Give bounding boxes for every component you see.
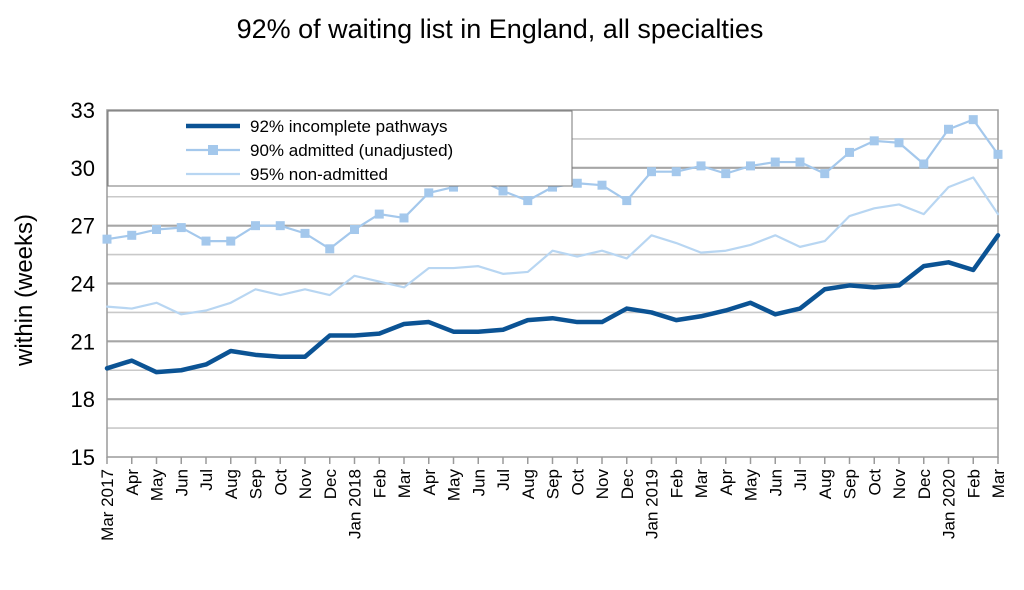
x-tick-label: Feb [370, 469, 389, 498]
data-point-marker [993, 149, 1003, 159]
series-line [104, 233, 1001, 375]
x-tick-label: Jun [469, 469, 488, 496]
data-point-marker [597, 180, 607, 190]
x-tick-label: Sep [247, 469, 266, 499]
data-point-marker [795, 157, 805, 167]
x-tick-labels: Mar 2017 Apr May Jun Jul Aug Sep Oct Nov Dec Jan 2… [98, 457, 1008, 541]
y-tick-label: 15 [71, 445, 95, 470]
x-tick-label: Oct [568, 469, 587, 496]
x-tick-label: Jun [172, 469, 191, 496]
x-tick-label: Apr [420, 469, 439, 496]
data-point-marker [869, 136, 879, 146]
data-point-marker [721, 169, 731, 179]
data-point-marker [498, 186, 508, 196]
data-point-marker [201, 236, 211, 246]
data-point-marker [102, 234, 112, 244]
data-point-marker [548, 182, 557, 192]
data-point-marker [325, 244, 335, 254]
data-point-marker [176, 223, 186, 233]
x-tick-label: Dec [321, 469, 340, 500]
legend-label: 90% admitted (unadjusted) [250, 141, 453, 160]
x-tick-label: Mar [989, 469, 1008, 499]
x-tick-label: Jan 2019 [643, 469, 662, 539]
x-tick-label: Feb [964, 469, 983, 498]
data-point-marker [275, 221, 285, 231]
data-point-marker [350, 225, 359, 235]
legend-label: 92% incomplete pathways [250, 117, 448, 136]
data-point-marker [820, 169, 830, 179]
legend-marker [208, 145, 218, 155]
y-tick-label: 33 [71, 98, 95, 123]
series-lines [102, 115, 1003, 375]
x-tick-label: Jan 2020 [940, 469, 959, 539]
x-tick-label: Mar [692, 469, 711, 499]
data-point-marker [845, 147, 854, 157]
data-point-marker [152, 225, 161, 235]
data-point-marker [572, 178, 582, 188]
x-tick-label: Aug [816, 469, 835, 499]
data-point-marker [671, 167, 681, 177]
x-tick-label: Jul [494, 469, 513, 491]
x-tick-label: Dec [915, 469, 934, 500]
legend: 92% incomplete pathways 90% admitted (una… [107, 110, 573, 187]
data-point-marker [226, 236, 236, 246]
x-tick-label: Aug [222, 469, 241, 499]
data-point-marker [770, 157, 780, 167]
x-tick-label: Nov [593, 469, 612, 500]
x-tick-label: May [148, 469, 167, 502]
x-tick-label: Oct [271, 469, 290, 496]
data-point-marker [746, 161, 755, 171]
y-tick-label: 30 [71, 156, 95, 181]
x-tick-label: Sep [544, 469, 563, 499]
x-tick-label: Apr [717, 469, 736, 496]
y-tick-label: 21 [71, 329, 95, 354]
y-tick-label: 24 [71, 272, 95, 297]
x-tick-label: Nov [890, 469, 909, 500]
data-point-marker [449, 182, 458, 192]
x-tick-label: Mar 2017 [98, 469, 117, 541]
x-tick-label: Jun [766, 469, 785, 496]
x-tick-label: Aug [519, 469, 538, 499]
x-tick-label: Oct [865, 469, 884, 496]
data-point-marker [894, 138, 904, 148]
data-point-marker [968, 115, 978, 125]
x-tick-label: Jul [197, 469, 216, 491]
x-tick-label: Dec [618, 469, 637, 500]
data-point-marker [696, 161, 706, 171]
x-tick-label: May [445, 469, 464, 502]
data-point-marker [919, 159, 929, 169]
data-point-marker [523, 196, 533, 206]
data-point-marker [944, 124, 953, 134]
x-tick-label: Jan 2018 [346, 469, 365, 539]
data-point-marker [647, 167, 656, 177]
y-tick-labels: 15 18 21 24 27 30 33 [71, 98, 95, 470]
x-tick-label: Sep [841, 469, 860, 499]
x-tick-label: Mar [395, 469, 414, 499]
x-tick-label: Apr [123, 469, 142, 496]
y-tick-label: 18 [71, 387, 95, 412]
data-point-marker [399, 213, 409, 223]
data-point-marker [300, 228, 310, 238]
y-tick-label: 27 [71, 214, 95, 239]
legend-label: 95% non-admitted [250, 165, 388, 184]
x-tick-label: Jul [791, 469, 810, 491]
data-point-marker [251, 221, 260, 231]
legend-box [107, 110, 573, 187]
data-point-marker [374, 209, 384, 219]
data-point-marker [424, 188, 434, 198]
data-point-marker [622, 196, 632, 206]
series-line [105, 176, 1000, 316]
x-tick-label: May [742, 469, 761, 502]
chart-title: 92% of waiting list in England, all spec… [236, 14, 764, 44]
y-axis-label: within (weeks) [11, 214, 38, 367]
data-point-marker [127, 230, 137, 240]
x-tick-label: Nov [296, 469, 315, 500]
x-tick-label: Feb [667, 469, 686, 498]
